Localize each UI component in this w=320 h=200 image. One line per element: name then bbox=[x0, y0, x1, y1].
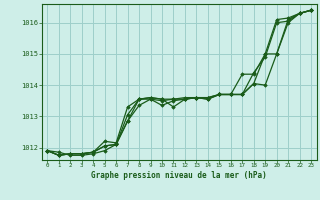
X-axis label: Graphe pression niveau de la mer (hPa): Graphe pression niveau de la mer (hPa) bbox=[91, 171, 267, 180]
